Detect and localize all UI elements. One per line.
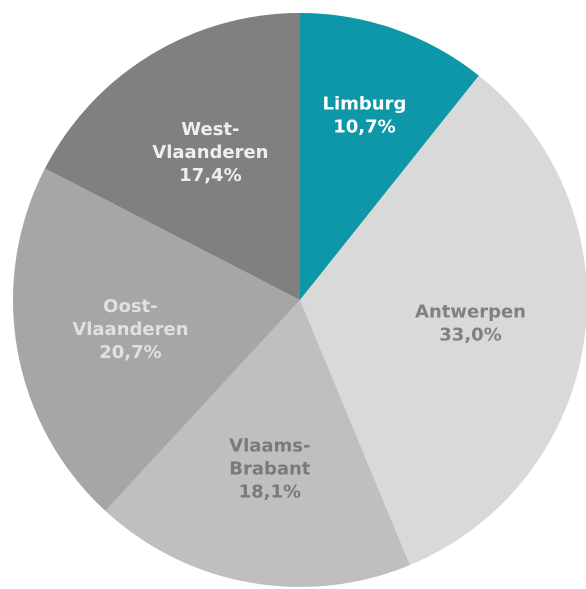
pie-slice (105, 300, 410, 587)
label-line: Oost- (103, 296, 157, 317)
pie-slice (44, 13, 300, 300)
category-label: Vlaams-Brabant (229, 436, 311, 480)
label-line: Vlaams- (229, 436, 310, 457)
label-line: Limburg (323, 93, 407, 114)
label-line: Brabant (229, 459, 311, 480)
value-label: 10,7% (333, 116, 395, 137)
pie-slice (12, 168, 300, 511)
label-line: West- (181, 119, 239, 140)
label-line: Vlaanderen (152, 142, 268, 163)
label-line: Antwerpen (415, 302, 526, 323)
value-label: 33,0% (439, 325, 501, 346)
category-label: West-Vlaanderen (152, 119, 268, 163)
value-label: 17,4% (179, 165, 241, 186)
category-label: Oost-Vlaanderen (72, 296, 188, 340)
value-label: 20,7% (99, 342, 161, 363)
label-line: Vlaanderen (72, 319, 188, 340)
value-label: 18,1% (239, 482, 301, 503)
category-label: Antwerpen (415, 302, 526, 323)
pie-slice (300, 13, 479, 300)
pie-slice (300, 75, 586, 566)
category-label: Limburg (323, 93, 407, 114)
